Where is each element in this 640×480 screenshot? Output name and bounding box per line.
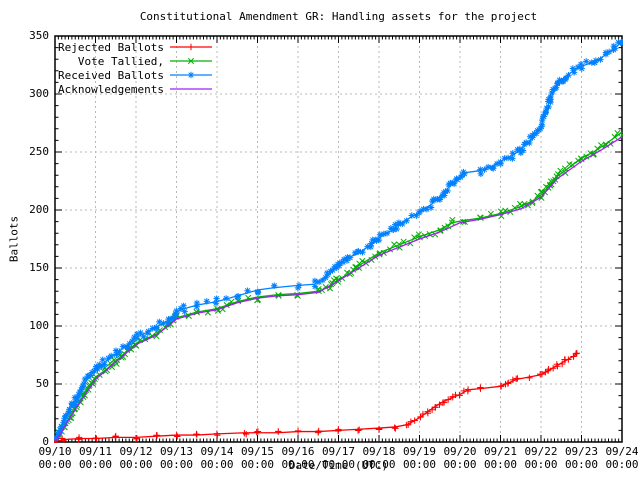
y-tick-label: 150 [29, 261, 49, 274]
y-tick-label: 50 [35, 377, 49, 390]
x-tick-label: 09/12 00:00 [119, 445, 153, 471]
legend: Rejected Ballots Vote Tallied, Received Ba… [58, 40, 214, 96]
y-tick-label: 100 [29, 319, 49, 332]
legend-line-sample-icon [170, 43, 212, 51]
chart-title: Constitutional Amendment GR: Handling as… [139, 10, 538, 23]
x-tick-label: 09/21 00:00 [483, 445, 518, 471]
x-tick-label: 09/17 00:00 [321, 445, 356, 471]
legend-label: Vote Tallied, [77, 54, 164, 68]
legend-item: Received Ballots [58, 68, 214, 82]
legend-label: Received Ballots [58, 68, 164, 82]
legend-label: Rejected Ballots [58, 40, 164, 54]
legend-item: Vote Tallied, [58, 54, 214, 68]
x-tick-label: 09/10 00:00 [38, 445, 72, 471]
y-tick-label: 250 [29, 145, 49, 158]
legend-line-sample-icon [170, 57, 212, 65]
x-tick-label: 09/23 00:00 [564, 445, 599, 471]
y-tick-label: 350 [29, 29, 49, 42]
legend-item: Acknowledgements [58, 82, 214, 96]
y-tick-label: 300 [29, 87, 49, 100]
y-axis-label: Ballots [7, 215, 21, 263]
x-tick-label: 09/24 00:00 [605, 445, 639, 471]
x-tick-label: 09/22 00:00 [524, 445, 558, 471]
y-tick-label: 200 [29, 203, 49, 216]
x-tick-label: 09/14 00:00 [200, 445, 234, 471]
x-tick-label: 09/11 00:00 [78, 445, 113, 471]
legend-label: Acknowledgements [58, 82, 164, 96]
x-tick-label: 09/13 00:00 [159, 445, 194, 471]
legend-line-sample-icon [170, 88, 212, 90]
x-tick-label: 09/18 00:00 [362, 445, 396, 471]
y-tick-label: 0 [42, 435, 49, 448]
legend-line-sample-icon [170, 71, 212, 79]
x-tick-label: 09/20 00:00 [443, 445, 477, 471]
x-tick-label: 09/19 00:00 [402, 445, 437, 471]
x-tick-label: 09/16 00:00 [281, 445, 315, 471]
x-tick-label: 09/15 00:00 [240, 445, 275, 471]
legend-item: Rejected Ballots [58, 40, 214, 54]
